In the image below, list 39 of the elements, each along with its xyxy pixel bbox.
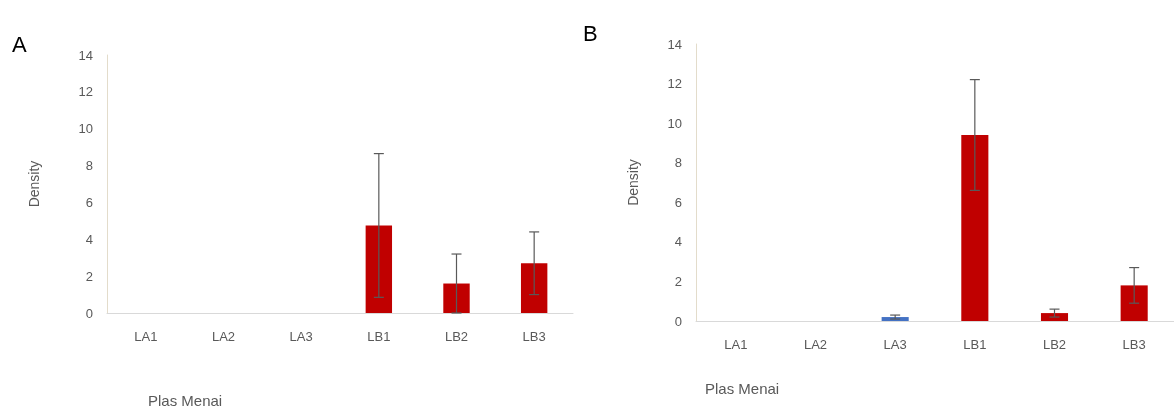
x-tick-label: LB1	[367, 329, 391, 344]
y-tick-label: 4	[85, 231, 93, 247]
x-tick-label: LA1	[134, 329, 158, 344]
y-tick-label: 8	[85, 158, 93, 174]
y-tick-label: 2	[85, 268, 93, 284]
y-tick-label: 2	[674, 273, 682, 289]
x-tick-label: LB2	[444, 329, 469, 344]
y-tick-label: 8	[674, 155, 682, 171]
text: Plas Menai	[148, 392, 223, 409]
y-tick-label: 10	[667, 115, 682, 131]
y-tick-label: 12	[78, 84, 93, 100]
y-tick-label: 0	[85, 305, 93, 321]
y-tick-label: 14	[667, 36, 682, 52]
x-tick-label: LB3	[1122, 337, 1146, 352]
x-tick-label: LB1	[963, 337, 987, 352]
y-tick-label: 6	[674, 194, 682, 210]
y-tick-label: 6	[85, 194, 93, 210]
text: Plas Menai	[705, 380, 780, 397]
x-tick-label: LA2	[803, 337, 828, 352]
bar	[443, 283, 470, 313]
x-tick-label: LA3	[289, 329, 313, 344]
y-axis-title: Density	[26, 160, 42, 208]
y-tick-label: 12	[667, 76, 682, 92]
bar	[520, 263, 548, 313]
y-axis-title: Density	[625, 159, 641, 206]
y-tick-label: 4	[674, 234, 682, 250]
x-tick-label: LB3	[522, 329, 546, 344]
bar	[961, 135, 989, 321]
x-tick-label: LA3	[883, 337, 907, 352]
bar	[1120, 285, 1148, 321]
chart-title: B	[583, 20, 598, 46]
y-tick-label: 14	[78, 47, 93, 63]
chart-title: A	[12, 31, 27, 57]
x-tick-label: LB2	[1042, 337, 1067, 352]
x-tick-label: LA2	[211, 329, 236, 344]
bar	[365, 225, 393, 313]
x-tick-label: LA1	[724, 337, 748, 352]
y-tick-label: 0	[674, 313, 682, 329]
y-tick-label: 10	[78, 121, 93, 137]
